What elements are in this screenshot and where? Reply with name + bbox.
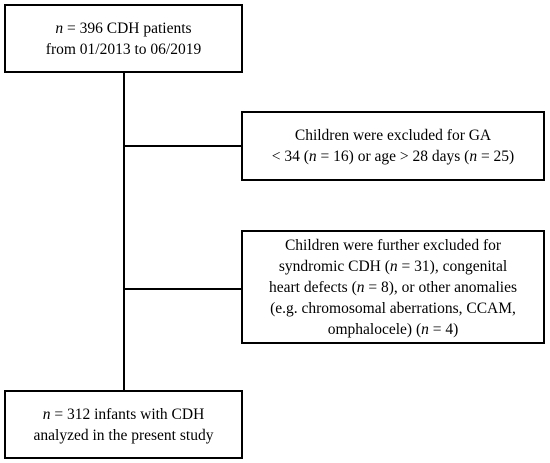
exclusion-box-1: Children were excluded for GA < 34 (n = … (241, 111, 545, 181)
variable-n: n (55, 19, 64, 37)
final-box: n = 312 infants with CDH analyzed in the… (4, 390, 243, 459)
exclusion-2-line-4: (e.g. chromosomal aberrations, CCAM, (270, 299, 516, 317)
start-count-text: = 396 CDH patients (63, 19, 192, 37)
variable-n: n (469, 148, 478, 165)
exclusion-2-text-b: = 31), congenital (397, 257, 508, 275)
exclusion-1-line-1: Children were excluded for GA (294, 127, 492, 144)
exclusion-1-text-a: < 34 ( (271, 148, 309, 165)
variable-n: n (421, 320, 429, 338)
exclusion-1-line-2: < 34 (n = 16) or age > 28 days (n = 25) (272, 146, 514, 167)
exclusion-2-text-a: syndromic CDH ( (278, 257, 390, 275)
exclusion-1-text-b: = 16) or age > 28 days ( (316, 148, 470, 165)
exclusion-2-line-3: heart defects (n = 8), or other anomalie… (269, 277, 517, 298)
variable-n: n (308, 148, 317, 165)
exclusion-2-text-c: heart defects ( (268, 278, 357, 296)
final-box-line-1: n = 312 infants with CDH (43, 404, 205, 425)
exclusion-2-line-1: Children were further excluded for (284, 236, 502, 254)
exclusion-2-text-f: = 4) (428, 320, 459, 338)
exclusion-2-text-d: = 8), or other anomalies (364, 278, 518, 296)
exclusion-2-text-e: omphalocele) ( (327, 320, 422, 338)
start-box: n = 396 CDH patients from 01/2013 to 06/… (4, 4, 243, 73)
exclusion-box-2: Children were further excluded for syndr… (241, 230, 545, 344)
variable-n: n (389, 257, 398, 275)
variable-n: n (42, 405, 51, 423)
start-box-line-1: n = 396 CDH patients (55, 18, 191, 39)
variable-n: n (356, 278, 365, 296)
final-count-text: = 312 infants with CDH (50, 405, 205, 423)
exclusion-2-line-2: syndromic CDH (n = 31), congenital (279, 256, 507, 277)
exclusion-2-line-5: omphalocele) (n = 4) (328, 319, 459, 340)
start-box-line-2: from 01/2013 to 06/2019 (45, 40, 202, 58)
final-box-line-2: analyzed in the present study (33, 426, 214, 444)
exclusion-1-text-c: = 25) (477, 148, 515, 165)
